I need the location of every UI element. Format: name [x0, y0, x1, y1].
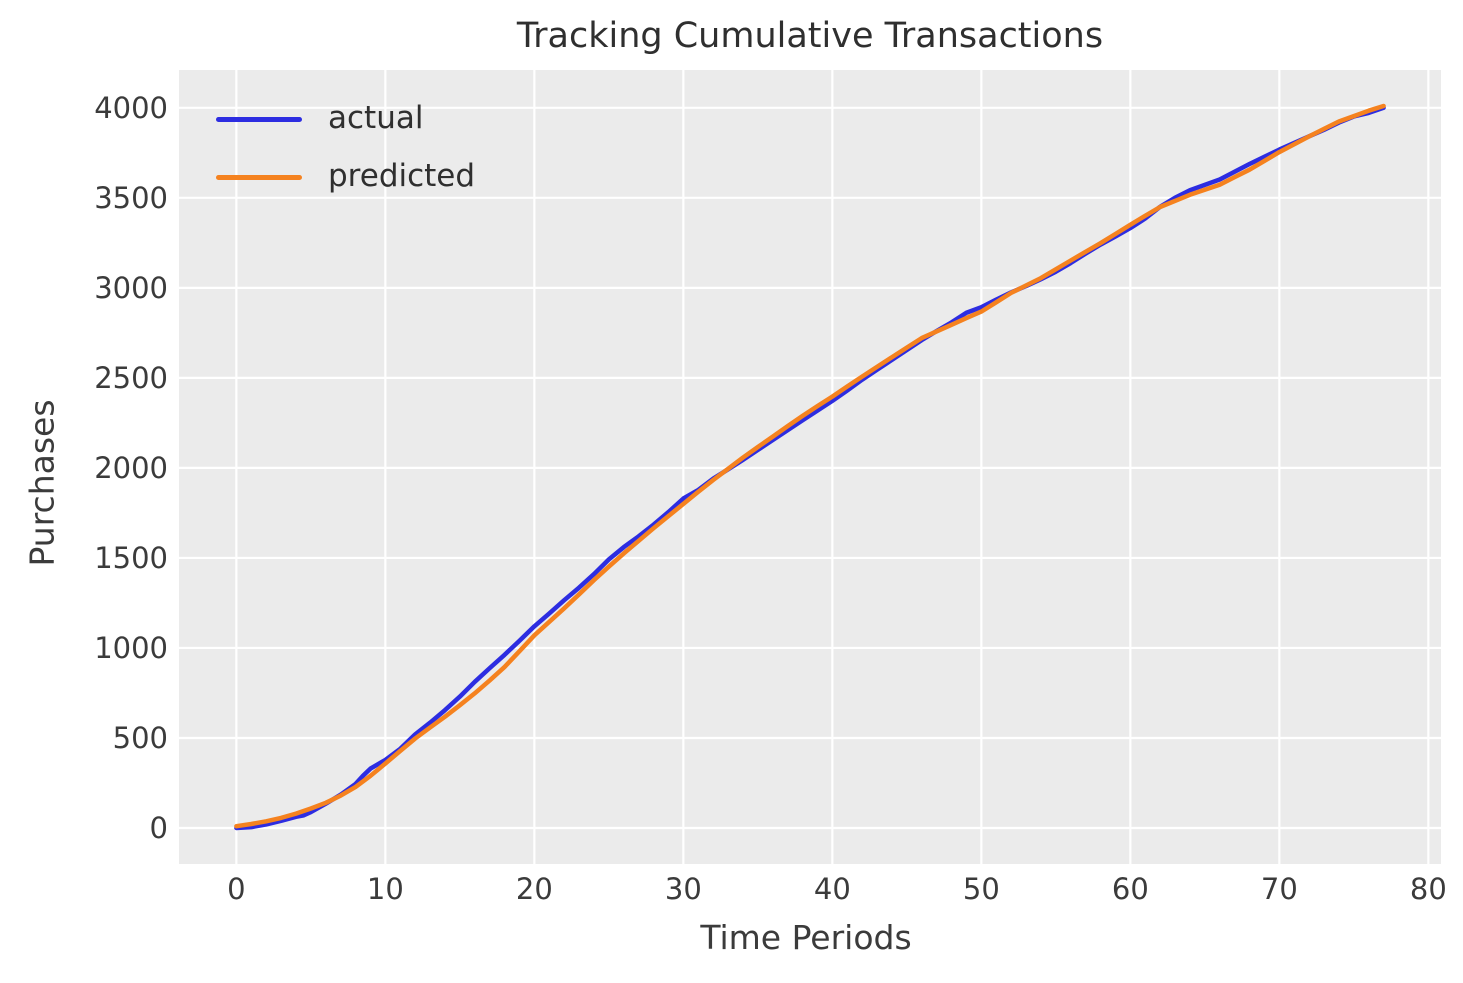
y-tick-label: 4000: [94, 90, 168, 125]
x-tick-label: 40: [813, 872, 851, 906]
legend-label-predicted: predicted: [328, 158, 476, 194]
x-tick-label: 0: [227, 872, 246, 906]
legend-label-actual: actual: [328, 100, 424, 136]
x-tick-label: 20: [515, 872, 553, 906]
predicted-line-swatch: [216, 175, 302, 180]
y-tick-label: 500: [112, 720, 168, 755]
y-tick-label: 0: [149, 810, 168, 845]
actual-line-swatch: [216, 117, 302, 122]
y-tick-label: 1500: [94, 540, 168, 575]
x-tick-label: 10: [366, 872, 404, 906]
x-tick-label: 60: [1111, 872, 1149, 906]
y-tick-label: 1000: [94, 630, 168, 665]
y-tick-label: 3500: [94, 180, 168, 215]
x-axis-label: Time Periods: [700, 918, 912, 957]
x-tick-label: 30: [664, 872, 702, 906]
y-tick-label: 2500: [94, 360, 168, 395]
y-tick-label: 3000: [94, 270, 168, 305]
chart-title: Tracking Cumulative Transactions: [516, 16, 1104, 56]
y-tick-label: 2000: [94, 450, 168, 485]
x-tick-label: 50: [962, 872, 1000, 906]
x-tick-label: 70: [1260, 872, 1298, 906]
series-line-predicted: [234, 103, 1386, 829]
x-tick-label: 80: [1409, 872, 1447, 906]
